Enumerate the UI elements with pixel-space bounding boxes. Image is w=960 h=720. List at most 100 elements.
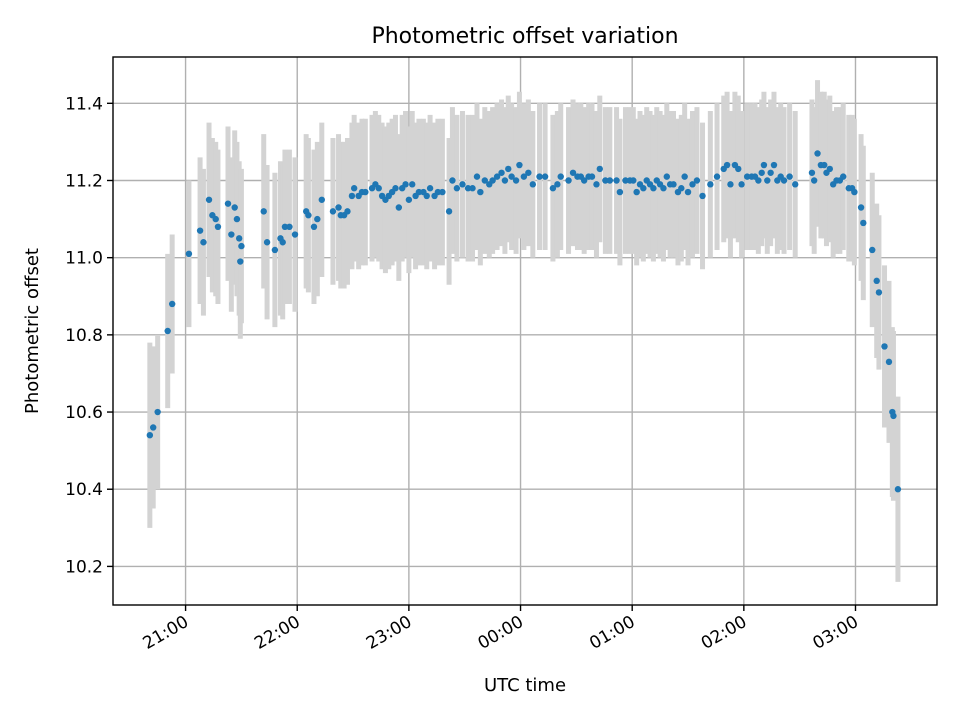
data-point bbox=[362, 188, 369, 196]
data-point bbox=[770, 161, 778, 169]
data-point bbox=[459, 181, 466, 188]
data-point bbox=[885, 358, 893, 366]
data-point bbox=[493, 173, 501, 180]
y-axis-label: Photometric offset bbox=[22, 248, 43, 414]
data-point bbox=[890, 412, 897, 420]
y-tick-label: 10.6 bbox=[65, 403, 103, 423]
data-point bbox=[263, 239, 271, 246]
data-point bbox=[233, 215, 241, 223]
data-point bbox=[402, 181, 409, 188]
data-point bbox=[185, 250, 193, 258]
data-point bbox=[810, 177, 818, 184]
y-tick-label: 10.4 bbox=[65, 480, 103, 500]
y-tick-label: 11.2 bbox=[65, 171, 103, 191]
data-point bbox=[164, 327, 171, 335]
data-point bbox=[678, 185, 685, 192]
data-point bbox=[613, 177, 620, 184]
data-point bbox=[689, 181, 696, 188]
chart-title: Photometric offset variation bbox=[371, 24, 678, 49]
data-point bbox=[857, 204, 865, 211]
data-point bbox=[727, 181, 734, 188]
data-point bbox=[439, 188, 446, 196]
data-point bbox=[840, 173, 847, 180]
data-point bbox=[557, 173, 564, 180]
data-point bbox=[738, 181, 745, 188]
data-point bbox=[329, 208, 337, 215]
data-point bbox=[663, 173, 670, 180]
data-point bbox=[310, 223, 318, 231]
data-point bbox=[224, 200, 232, 207]
data-point bbox=[235, 235, 243, 242]
data-point bbox=[588, 173, 596, 180]
data-point bbox=[593, 181, 600, 188]
data-point bbox=[489, 177, 496, 184]
data-point bbox=[395, 204, 403, 211]
data-point bbox=[238, 242, 245, 250]
data-point bbox=[286, 223, 293, 231]
data-point bbox=[786, 173, 793, 180]
data-point bbox=[681, 173, 688, 180]
data-point bbox=[808, 169, 816, 176]
y-tick-label: 10.8 bbox=[65, 326, 103, 346]
data-point bbox=[760, 161, 768, 169]
data-point bbox=[237, 258, 244, 265]
data-point bbox=[723, 161, 731, 169]
data-point bbox=[536, 173, 543, 180]
data-point bbox=[149, 424, 157, 431]
data-point bbox=[602, 177, 609, 184]
data-point bbox=[314, 215, 321, 223]
data-point bbox=[735, 165, 742, 173]
data-point bbox=[541, 173, 549, 180]
data-point bbox=[860, 219, 867, 227]
y-tick-label: 10.2 bbox=[65, 557, 103, 577]
data-point bbox=[875, 289, 883, 296]
data-point bbox=[764, 177, 771, 184]
data-point bbox=[780, 177, 788, 184]
data-point bbox=[375, 185, 382, 192]
data-point bbox=[869, 246, 876, 254]
data-point bbox=[758, 169, 765, 176]
data-point bbox=[146, 431, 154, 439]
plot-frame bbox=[112, 56, 938, 606]
data-point bbox=[214, 223, 222, 231]
data-point bbox=[212, 215, 219, 223]
data-point bbox=[279, 239, 286, 246]
x-axis-label: UTC time bbox=[484, 675, 566, 696]
data-point bbox=[516, 161, 523, 169]
data-point bbox=[549, 185, 557, 192]
data-point bbox=[622, 177, 629, 184]
data-point bbox=[196, 227, 204, 234]
data-point bbox=[743, 173, 751, 180]
data-points bbox=[146, 150, 902, 493]
data-point bbox=[755, 177, 762, 184]
data-point bbox=[291, 231, 299, 238]
data-point bbox=[630, 177, 637, 184]
data-point bbox=[473, 173, 481, 180]
data-point bbox=[271, 246, 279, 254]
data-point bbox=[415, 188, 423, 196]
data-point bbox=[423, 192, 430, 200]
data-point bbox=[469, 185, 476, 192]
data-point bbox=[580, 177, 588, 184]
data-point bbox=[660, 185, 667, 192]
data-point bbox=[873, 277, 880, 285]
data-point bbox=[505, 165, 512, 173]
data-point bbox=[529, 181, 537, 188]
data-point bbox=[713, 173, 721, 180]
data-point bbox=[792, 181, 799, 188]
data-point bbox=[894, 486, 902, 493]
data-point bbox=[881, 343, 888, 350]
data-point bbox=[684, 188, 692, 196]
data-point bbox=[318, 196, 325, 203]
data-point bbox=[650, 185, 657, 192]
data-point bbox=[707, 181, 714, 188]
data-point bbox=[350, 185, 358, 192]
data-point bbox=[851, 188, 858, 196]
data-point bbox=[520, 173, 528, 180]
data-point bbox=[481, 177, 489, 184]
data-point bbox=[228, 231, 235, 238]
data-point bbox=[392, 185, 399, 192]
data-point bbox=[405, 196, 413, 203]
data-point bbox=[821, 161, 828, 169]
